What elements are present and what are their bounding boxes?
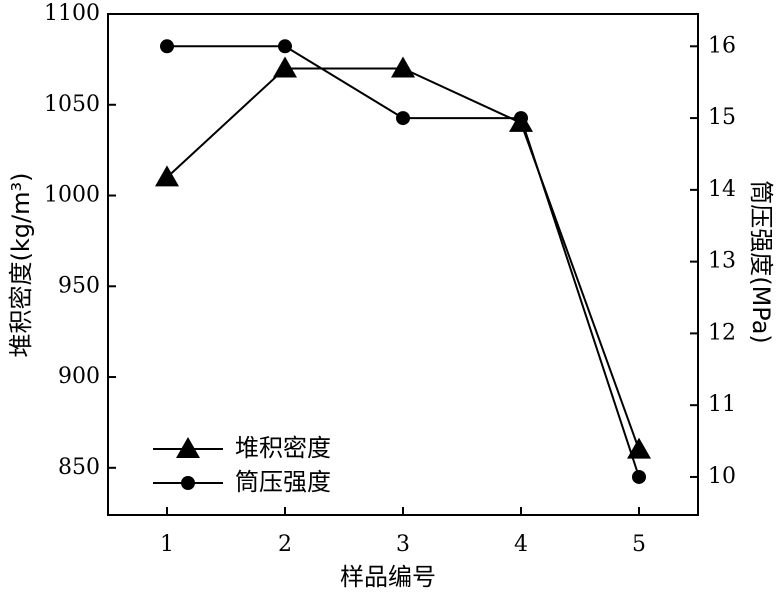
x-axis-label: 样品编号 [340, 563, 436, 591]
y2-tick-label: 14 [708, 177, 736, 202]
legend-label: 筒压强度 [235, 468, 331, 496]
y2-tick-label: 12 [708, 320, 736, 345]
y-tick-label: 950 [58, 273, 100, 298]
circle-marker [160, 39, 174, 54]
y2-tick-label: 16 [708, 33, 736, 58]
x-tick-label: 2 [278, 532, 292, 557]
circle-marker [514, 111, 528, 126]
triangle-marker [391, 56, 415, 78]
y2-axis-label: 筒压强度(MPa) [747, 180, 775, 344]
triangle-marker [176, 437, 200, 458]
triangle-marker [155, 165, 179, 187]
y-tick-label: 900 [58, 364, 100, 389]
x-tick-label: 1 [160, 532, 174, 557]
y-tick-label: 1100 [44, 1, 100, 26]
y2-tick-label: 15 [708, 105, 736, 130]
y2-tick-label: 10 [708, 464, 736, 489]
triangle-marker [273, 56, 297, 78]
circle-marker [181, 476, 195, 490]
y-tick-label: 1050 [44, 92, 100, 117]
circle-marker [396, 111, 410, 126]
circle-marker [278, 39, 292, 54]
x-tick-label: 3 [396, 532, 410, 557]
y2-tick-label: 11 [708, 392, 736, 417]
x-tick-label: 4 [514, 532, 528, 557]
y-tick-label: 850 [58, 455, 100, 480]
plot-frame [107, 13, 699, 516]
y-axis-label: 堆积密度(kg/m³) [7, 173, 35, 358]
legend-label: 堆积密度 [235, 434, 331, 462]
y-tick-label: 1000 [44, 183, 100, 208]
x-tick-label: 5 [632, 532, 646, 557]
circle-marker [632, 469, 646, 484]
y2-tick-label: 13 [708, 249, 736, 274]
triangle-marker [627, 437, 651, 459]
